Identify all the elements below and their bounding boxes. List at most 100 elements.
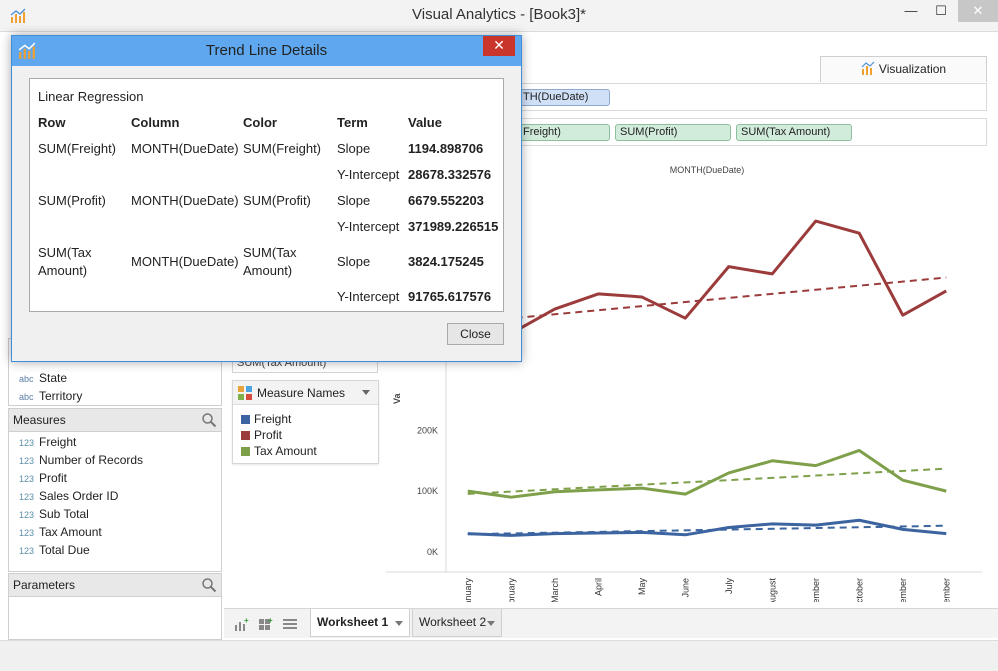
number-type-icon: 123	[19, 492, 35, 502]
tab-worksheet-2[interactable]: Worksheet 2	[412, 609, 502, 637]
tab-worksheet-1[interactable]: Worksheet 1	[310, 609, 410, 637]
header-term: Term	[337, 115, 368, 130]
y-tick-label: 0K	[427, 547, 438, 557]
header-color: Color	[243, 115, 277, 130]
string-type-icon: abc	[19, 374, 34, 384]
trend-line-details-dialog: Trend Line Details ✕ Linear Regression R…	[11, 35, 522, 362]
chevron-down-icon[interactable]	[487, 621, 495, 626]
x-tick-label: July	[724, 578, 734, 595]
measures-header: Measures	[8, 408, 222, 432]
series-line-tax-amount	[467, 448, 947, 499]
rows-pill-freight[interactable]: Freight)	[518, 124, 610, 141]
x-tick-label: October	[854, 578, 864, 602]
app-logo-icon	[10, 8, 26, 23]
y-tick-label: 100K	[417, 486, 438, 496]
search-icon[interactable]	[201, 577, 217, 593]
chart-icon	[861, 61, 875, 75]
term-cell: Y-Intercept	[337, 289, 400, 304]
x-tick-label: May	[637, 578, 647, 596]
x-tick-label: January	[463, 578, 473, 602]
number-type-icon: 123	[19, 474, 35, 484]
color-cell: SUM(Freight)	[243, 141, 322, 156]
chevron-down-icon[interactable]	[395, 621, 403, 626]
x-tick-label: November	[898, 578, 908, 602]
term-cell: Y-Intercept	[337, 219, 400, 234]
new-dashboard-icon[interactable]: +	[258, 617, 274, 631]
x-tick-label: February	[506, 578, 516, 602]
x-tick-label: April	[593, 578, 603, 596]
measure-item-freight[interactable]: 123 Freight	[9, 433, 221, 451]
x-tick-label: August	[767, 578, 777, 602]
string-type-icon: abc	[19, 392, 34, 402]
term-cell: Slope	[337, 193, 371, 208]
new-worksheet-icon[interactable]: +	[234, 617, 250, 631]
term-cell: Y-Intercept	[337, 167, 400, 182]
x-tick-label: June	[680, 578, 690, 598]
tab-visualization[interactable]: Visualization	[820, 56, 987, 82]
color-swatch	[241, 415, 250, 424]
parameters-header: Parameters	[8, 573, 222, 597]
dialog-titlebar: Trend Line Details ✕	[12, 36, 521, 66]
color-cell: SUM(Profit)	[243, 193, 311, 208]
close-button[interactable]: Close	[447, 323, 504, 345]
header-value: Value	[408, 115, 442, 130]
dimension-item-territory[interactable]: abc Territory	[9, 387, 221, 405]
number-type-icon: 123	[19, 528, 35, 538]
legend-header[interactable]: Measure Names	[233, 381, 378, 405]
maximize-button[interactable]: ☐	[935, 3, 947, 18]
window-close-button[interactable]: ✕	[958, 0, 998, 22]
window-title: Visual Analytics - [Book3]*	[412, 6, 586, 23]
worksheet-bar: + + Worksheet 1 Worksheet 2	[224, 608, 998, 638]
y-tick-label: 200K	[417, 425, 438, 435]
column-cell: MONTH(DueDate)	[131, 141, 239, 156]
number-type-icon: 123	[19, 510, 35, 520]
number-type-icon: 123	[19, 546, 35, 556]
trend-line	[467, 524, 947, 536]
row-cell: SUM(Tax Amount)	[38, 245, 92, 278]
legend-item-profit: Profit	[233, 427, 378, 443]
measure-item-total-due[interactable]: 123 Total Due	[9, 541, 221, 559]
rows-pill-profit[interactable]: SUM(Profit)	[615, 124, 731, 141]
term-cell: Slope	[337, 141, 371, 156]
measure-names-legend: Measure Names Freight Profit Tax Amount	[232, 380, 379, 464]
x-tick-label: December	[941, 578, 951, 602]
measure-item-tax-amount[interactable]: 123 Tax Amount	[9, 523, 221, 541]
parameters-list	[8, 597, 222, 640]
regression-table: Linear Regression Row Column Color Term …	[29, 78, 504, 312]
value-cell: 91765.617576	[408, 289, 492, 304]
value-cell: 3824.175245	[408, 254, 484, 269]
rows-pill-tax-amount[interactable]: SUM(Tax Amount)	[736, 124, 852, 141]
term-cell: Slope	[337, 254, 371, 269]
value-cell: 371989.226515	[408, 219, 499, 234]
app-logo-icon	[18, 42, 36, 59]
status-bar	[0, 640, 998, 671]
dimension-item-state[interactable]: abc State	[9, 369, 221, 387]
number-type-icon: 123	[19, 438, 35, 448]
columns-pill-month-duedate[interactable]: TH(DueDate)	[518, 89, 610, 106]
value-cell: 1194.898706	[408, 141, 484, 156]
measure-item-profit[interactable]: 123 Profit	[9, 469, 221, 487]
color-cell: SUM(Tax Amount)	[243, 245, 297, 278]
measure-item-sub-total[interactable]: 123 Sub Total	[9, 505, 221, 523]
color-swatch	[241, 431, 250, 440]
measure-item-sales-order-id[interactable]: 123 Sales Order ID	[9, 487, 221, 505]
line-chart: MONTH(DueDate) Va 0K 100K 200K January Februar…	[386, 165, 982, 622]
value-cell: 28678.332576	[408, 167, 492, 182]
minimize-button[interactable]: —	[904, 3, 918, 18]
x-tick-label: March	[550, 578, 560, 602]
svg-text:+: +	[244, 617, 249, 625]
chevron-down-icon[interactable]	[362, 390, 370, 395]
group-title: Linear Regression	[38, 89, 144, 104]
legend-item-tax-amount: Tax Amount	[233, 443, 378, 459]
header-row: Row	[38, 115, 66, 130]
color-legend-icon	[238, 386, 252, 400]
sheet-list-icon[interactable]	[282, 617, 298, 631]
x-tick-label: September	[811, 578, 821, 602]
search-icon[interactable]	[201, 412, 217, 428]
color-swatch	[241, 447, 250, 456]
row-cell: SUM(Freight)	[38, 141, 117, 156]
dialog-close-icon[interactable]: ✕	[483, 36, 515, 56]
measure-item-number-of-records[interactable]: 123 Number of Records	[9, 451, 221, 469]
dialog-title: Trend Line Details	[205, 42, 328, 59]
row-cell: SUM(Profit)	[38, 193, 106, 208]
